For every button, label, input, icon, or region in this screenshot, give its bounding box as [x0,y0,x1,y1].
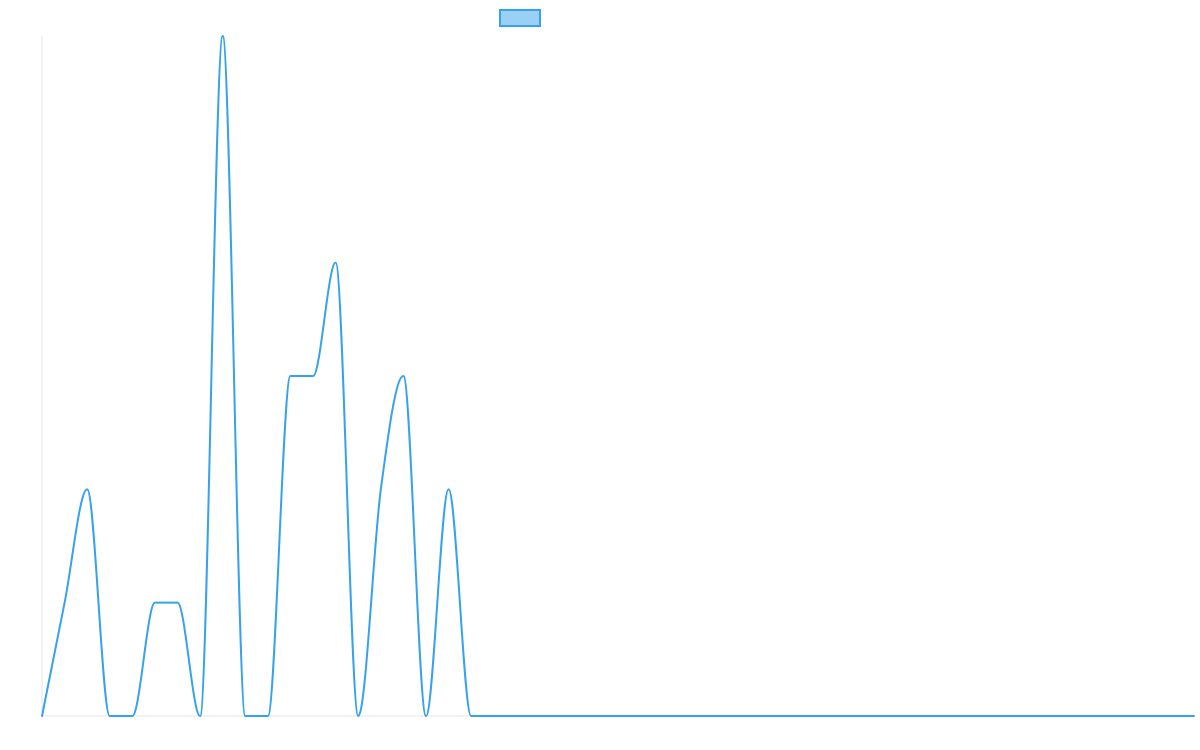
series-line-0 [41,35,1195,717]
legend[interactable] [499,9,541,27]
axes [41,36,1194,717]
series-group [41,35,1195,717]
legend-swatch[interactable] [499,9,541,27]
